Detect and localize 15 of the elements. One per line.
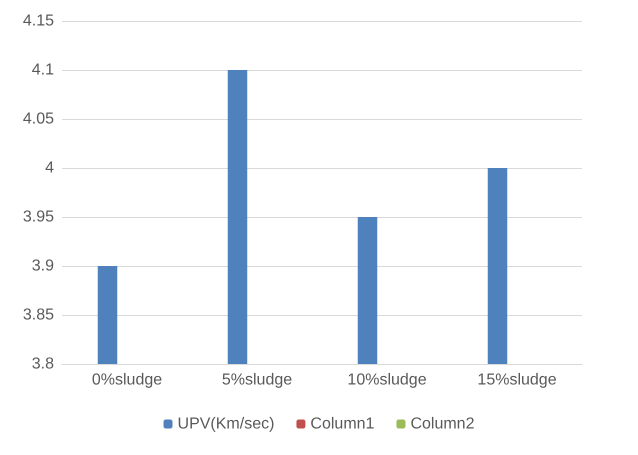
y-tick-label: 4 bbox=[45, 160, 54, 176]
x-tick-label: 10%sludge bbox=[347, 372, 427, 388]
y-tick-label: 4.05 bbox=[22, 110, 54, 128]
x-tick-label: 0%sludge bbox=[92, 372, 162, 388]
x-tick-label: 5%sludge bbox=[222, 372, 292, 388]
y-tick-label: 3.85 bbox=[22, 306, 54, 324]
y-tick-label: 4.1 bbox=[32, 62, 54, 78]
y-tick-label: 3.8 bbox=[32, 356, 54, 372]
legend-label: Column2 bbox=[410, 416, 475, 432]
y-tick-label: 3.9 bbox=[32, 258, 54, 274]
legend-label: Column1 bbox=[310, 416, 375, 432]
y-tick-label: 4.15 bbox=[22, 12, 54, 30]
legend-label: UPV(Km/sec) bbox=[178, 416, 274, 432]
y-tick-label: 3.95 bbox=[22, 208, 54, 226]
x-tick-label: 15%sludge bbox=[477, 372, 557, 388]
